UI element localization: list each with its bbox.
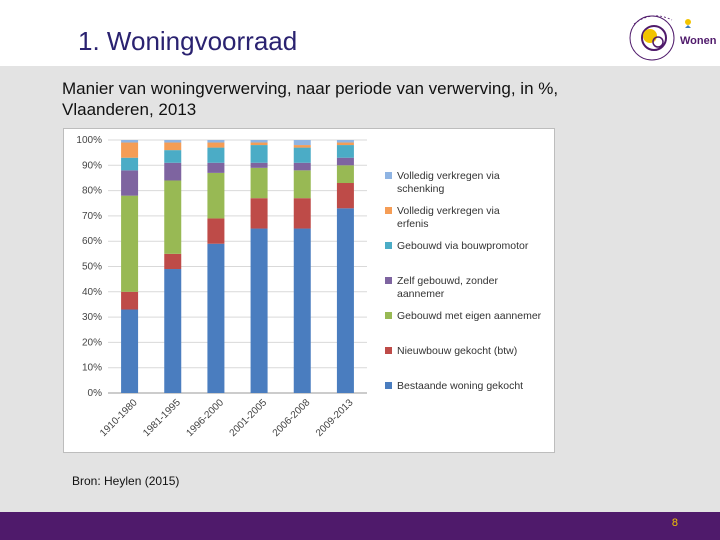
bar-segment bbox=[164, 253, 182, 270]
bar-segment bbox=[336, 157, 354, 166]
y-tick-label: 30% bbox=[82, 312, 102, 323]
bar-segment bbox=[250, 162, 268, 168]
legend-label: Nieuwbouw gekocht (btw) bbox=[397, 345, 517, 357]
bar-segment bbox=[121, 140, 139, 143]
slide-title: 1. Woningvoorraad bbox=[78, 26, 298, 56]
x-tick-label: 2006-2008 bbox=[271, 397, 313, 439]
legend-label: Volledig verkregen via schenking bbox=[397, 170, 500, 195]
bar-segment bbox=[336, 208, 354, 393]
legend-label: Gebouwd via bouwpromotor bbox=[397, 240, 529, 252]
y-tick-label: 80% bbox=[82, 186, 102, 197]
x-tick-label: 1910-1980 bbox=[98, 397, 140, 439]
bar-segment bbox=[207, 140, 225, 143]
bar-segment bbox=[293, 170, 311, 199]
bar-segment bbox=[121, 309, 139, 393]
x-tick-label: 1996-2000 bbox=[184, 397, 226, 439]
logo-text: Wonen bbox=[680, 35, 716, 47]
bar-segment bbox=[121, 291, 139, 310]
bar-segment bbox=[207, 162, 225, 173]
bar-segment bbox=[336, 142, 354, 146]
chart-container: 0% 10% 20% 30% 40% 50% 60% 70% 80% 90% 100% 1910-19… bbox=[63, 128, 555, 453]
y-tick-label: 100% bbox=[76, 135, 102, 146]
legend-swatch bbox=[385, 207, 392, 214]
bar-segment bbox=[250, 167, 268, 199]
bar-segment bbox=[164, 140, 182, 143]
legend-swatch bbox=[385, 347, 392, 354]
y-tick-label: 60% bbox=[82, 236, 102, 247]
bar-segment bbox=[336, 183, 354, 209]
bar-segment bbox=[250, 145, 268, 163]
bar-segment bbox=[207, 172, 225, 219]
x-tick-label: 1981-1995 bbox=[141, 397, 183, 439]
y-tick-label: 40% bbox=[82, 287, 102, 298]
y-tick-label: 10% bbox=[82, 363, 102, 374]
stacked-bar-chart: 0% 10% 20% 30% 40% 50% 60% 70% 80% 90% 100% 1910-19… bbox=[76, 135, 542, 439]
legend-label: Zelf gebouwd, zonder aannemer bbox=[397, 275, 498, 300]
bar-segment bbox=[293, 228, 311, 393]
bar-segment bbox=[250, 142, 268, 146]
bar-segment bbox=[164, 180, 182, 254]
source-note: Bron: Heylen (2015) bbox=[72, 474, 180, 488]
bar-segment bbox=[121, 195, 139, 292]
chart-subtitle: Manier van woningverwerving, naar period… bbox=[62, 79, 559, 119]
y-tick-label: 70% bbox=[82, 211, 102, 222]
bar-segment bbox=[336, 145, 354, 158]
page-number: 8 bbox=[671, 517, 678, 529]
wonen-logo: Wonen bbox=[612, 6, 717, 64]
bar-segment bbox=[293, 198, 311, 229]
bar-segment bbox=[293, 162, 311, 171]
legend-swatch bbox=[385, 172, 392, 179]
y-tick-label: 0% bbox=[88, 388, 103, 399]
legend-label: Volledig verkregen via erfenis bbox=[397, 205, 500, 230]
bar-segment bbox=[121, 170, 139, 196]
bar-segment bbox=[250, 228, 268, 393]
x-tick-label: 2009-2013 bbox=[314, 397, 356, 439]
bar-segment bbox=[164, 162, 182, 181]
bar-segment bbox=[207, 142, 225, 148]
legend-label: Gebouwd met eigen aannemer bbox=[397, 310, 542, 322]
bar-segment bbox=[121, 157, 139, 171]
footer-bar: 8 bbox=[0, 512, 720, 540]
bar-segment bbox=[293, 145, 311, 148]
legend-swatch bbox=[385, 242, 392, 249]
bar-segment bbox=[164, 150, 182, 163]
bar-segment bbox=[207, 243, 225, 393]
bar-segment bbox=[250, 140, 268, 143]
bar-segment bbox=[121, 142, 139, 158]
y-tick-label: 50% bbox=[82, 262, 102, 273]
legend-swatch bbox=[385, 312, 392, 319]
x-tick-label: 2001-2005 bbox=[228, 397, 270, 439]
bar-segment bbox=[164, 142, 182, 151]
bar-segment bbox=[250, 198, 268, 229]
y-tick-label: 20% bbox=[82, 337, 102, 348]
legend-swatch bbox=[385, 382, 392, 389]
bar-segment bbox=[336, 165, 354, 184]
legend-swatch bbox=[385, 277, 392, 284]
y-tick-label: 90% bbox=[82, 160, 102, 171]
legend-label: Bestaande woning gekocht bbox=[397, 380, 523, 392]
bar-segment bbox=[164, 269, 182, 393]
bar-segment bbox=[293, 147, 311, 163]
bar-segment bbox=[207, 147, 225, 163]
bar-segment bbox=[207, 218, 225, 244]
bar-segment bbox=[293, 140, 311, 146]
bar-segment bbox=[336, 140, 354, 143]
